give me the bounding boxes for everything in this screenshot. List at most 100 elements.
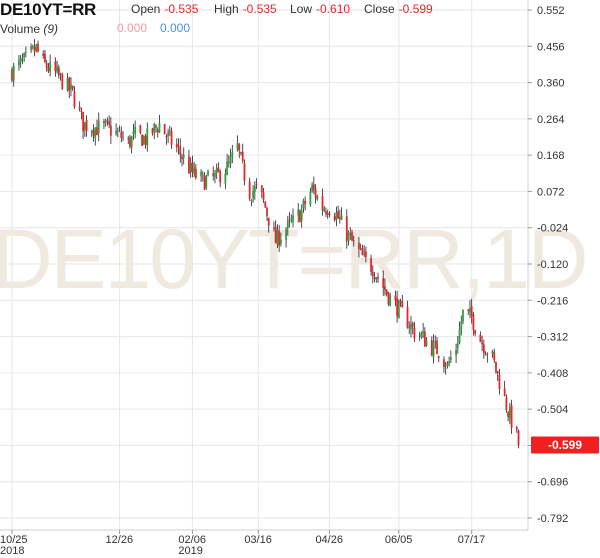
candle-body xyxy=(189,162,192,172)
candle-body xyxy=(156,129,159,133)
candle-body xyxy=(59,73,62,75)
candle-body xyxy=(279,239,282,244)
candle-body xyxy=(11,69,13,81)
candle-body xyxy=(42,53,45,56)
candle-body xyxy=(115,130,117,135)
candle-body xyxy=(104,120,107,124)
candle-body xyxy=(253,186,256,192)
candle-body xyxy=(482,344,485,354)
close-value: -0.599 xyxy=(398,2,433,16)
x-tick-label: 10/25 xyxy=(0,534,28,546)
candle-body xyxy=(460,322,463,330)
candle-body xyxy=(24,51,27,53)
candle-body xyxy=(108,121,111,125)
candle-body xyxy=(188,156,190,174)
candle-body xyxy=(274,226,277,244)
candle-body xyxy=(205,176,208,188)
candle-body xyxy=(80,110,83,112)
y-tick-label: -0.216 xyxy=(537,295,568,307)
y-tick-label: -0.312 xyxy=(537,332,568,344)
candle-body xyxy=(37,44,39,52)
candle-body xyxy=(177,145,180,147)
high-readout: High -0.535 xyxy=(214,2,277,16)
candle-body xyxy=(496,371,499,374)
candle-body xyxy=(35,44,38,51)
candle-body xyxy=(373,277,376,279)
candle-body xyxy=(340,215,343,220)
volume-period: (9) xyxy=(43,22,59,36)
candle-body xyxy=(165,136,168,138)
candle-body xyxy=(418,335,421,337)
candle-body xyxy=(240,152,242,154)
candle-body xyxy=(375,277,378,280)
last-price-badge: -0.599 xyxy=(531,436,599,454)
candle-body xyxy=(312,184,315,190)
candle-body xyxy=(45,62,48,69)
candle-body xyxy=(299,210,301,222)
candle-body xyxy=(361,248,364,256)
x-tick-label: 12/26 xyxy=(106,534,134,546)
candle-body xyxy=(155,125,157,128)
price-axis[interactable]: 0.552 0.456 0.360 0.264 0.168 0.072 -0.024 -0.1… xyxy=(527,0,568,530)
candle-body xyxy=(179,146,182,155)
candle-body xyxy=(85,119,88,132)
candle-body xyxy=(144,135,147,145)
y-tick-label: 0.072 xyxy=(537,186,565,198)
candle-body xyxy=(109,125,112,136)
candle-body xyxy=(215,168,218,173)
candle-body xyxy=(132,131,135,135)
candle-body xyxy=(422,331,425,334)
open-value: -0.535 xyxy=(164,2,199,16)
candle-body xyxy=(214,172,216,178)
candle-body xyxy=(54,61,57,72)
candle-body xyxy=(142,136,145,144)
high-label: High xyxy=(214,2,239,16)
candle-body xyxy=(364,251,367,258)
candle-body xyxy=(97,120,100,134)
candle-body xyxy=(241,151,244,162)
candle-body xyxy=(498,374,501,389)
candle-body xyxy=(33,46,36,52)
candle-body xyxy=(47,68,50,72)
candle-body xyxy=(68,77,71,91)
candle-body xyxy=(484,354,487,356)
candle-body xyxy=(236,142,239,151)
candle-body xyxy=(116,131,119,133)
candle-body xyxy=(410,323,412,330)
candle-body xyxy=(106,120,109,122)
candle-body xyxy=(193,167,196,174)
y-tick-label: 0.168 xyxy=(537,150,565,162)
candle-body xyxy=(201,173,204,175)
x-tick-year-label: 2018 xyxy=(0,545,24,557)
candle-body xyxy=(290,220,293,222)
volume-legend[interactable]: Volume (9) xyxy=(0,22,58,36)
candle-body xyxy=(385,289,388,295)
candle-body xyxy=(382,277,385,288)
chart-grid xyxy=(0,0,528,530)
candle-body xyxy=(71,85,74,89)
candle-body xyxy=(420,332,423,338)
candle-body xyxy=(481,342,484,345)
candle-body xyxy=(408,327,411,329)
candle-body xyxy=(456,343,459,348)
candle-body xyxy=(399,300,402,303)
candle-body xyxy=(262,192,265,200)
candle-body xyxy=(515,427,518,430)
candle-body xyxy=(413,327,416,339)
close-label: Close xyxy=(364,2,395,16)
candle-body xyxy=(243,163,246,181)
candle-body xyxy=(304,200,307,205)
candle-body xyxy=(181,156,183,159)
candle-body xyxy=(266,208,268,216)
candle-body xyxy=(238,144,241,151)
candle-body xyxy=(321,195,324,211)
candle-body xyxy=(309,191,312,205)
candle-body xyxy=(443,359,445,368)
candle-body xyxy=(311,184,314,191)
symbol-watermark: DE10YT=RR,1D xyxy=(0,212,587,306)
candle-body xyxy=(94,127,97,138)
candle-body xyxy=(470,306,473,317)
x-tick-label: 06/05 xyxy=(385,534,413,546)
